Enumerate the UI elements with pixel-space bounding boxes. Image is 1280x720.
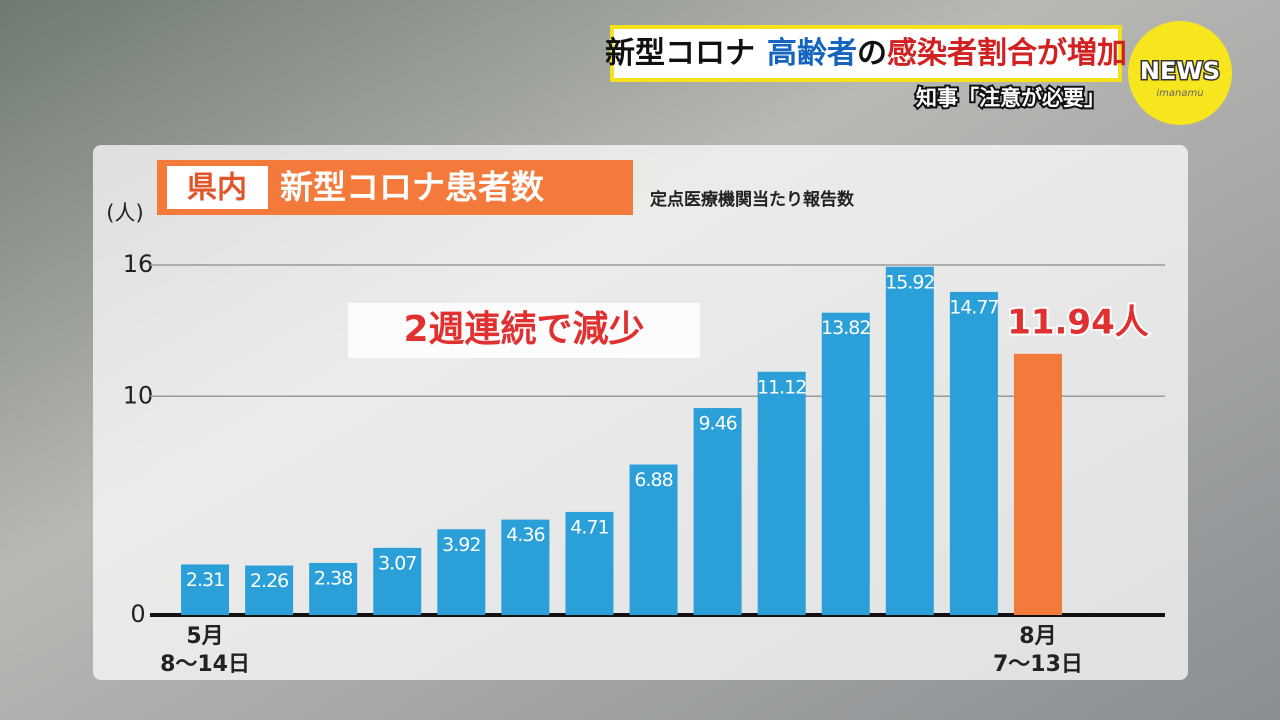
bar bbox=[949, 291, 998, 615]
subheadline: 知事「注意が必要」 bbox=[916, 86, 1105, 110]
y-tick-label: 16 bbox=[123, 250, 154, 278]
x-tick-label: 8月 7〜13日 bbox=[992, 624, 1083, 677]
value-label: 11.94人 bbox=[1007, 302, 1149, 342]
value-label: 9.46 bbox=[698, 413, 736, 435]
bar bbox=[565, 511, 614, 615]
headline-part: の bbox=[857, 36, 887, 71]
value-label: 13.82 bbox=[821, 317, 870, 339]
bar bbox=[821, 312, 870, 615]
value-label: 14.77 bbox=[949, 296, 998, 318]
logo: NEWS bbox=[1140, 57, 1220, 85]
value-label: 6.88 bbox=[634, 469, 672, 491]
y-tick-label: 10 bbox=[123, 381, 154, 409]
bar bbox=[181, 564, 230, 615]
bar bbox=[757, 371, 806, 615]
value-label: 3.07 bbox=[378, 552, 416, 574]
bar bbox=[245, 565, 294, 615]
logo-sub: imanamu bbox=[1156, 88, 1203, 99]
value-label: 2.26 bbox=[250, 570, 288, 592]
bar bbox=[373, 547, 422, 615]
title-badge: 県内 bbox=[187, 171, 247, 206]
value-label: 2.31 bbox=[186, 569, 224, 591]
bar bbox=[693, 408, 742, 615]
bar bbox=[437, 529, 486, 615]
headline: 新型コロナ 高齢者の感染者割合が増加 bbox=[605, 36, 1127, 71]
headline-box bbox=[610, 25, 1122, 82]
chart-title: 新型コロナ患者数 bbox=[280, 168, 545, 207]
title-badge-box bbox=[167, 166, 268, 209]
annotation: 2週連続で減少 bbox=[403, 309, 644, 350]
value-label: 2.38 bbox=[314, 567, 352, 589]
logo-circle bbox=[1128, 21, 1232, 125]
headline-part: 感染者割合が増加 bbox=[887, 36, 1127, 71]
y-tick-label: 0 bbox=[130, 600, 145, 628]
bar bbox=[309, 562, 358, 615]
value-label: 3.92 bbox=[442, 534, 480, 556]
value-label: 4.36 bbox=[506, 524, 544, 546]
x-tick-label: 5月 8〜14日 bbox=[160, 624, 250, 677]
headline-part: 高齢者 bbox=[767, 36, 857, 71]
bar bbox=[1013, 353, 1062, 615]
value-label: 11.12 bbox=[757, 376, 806, 398]
bar bbox=[629, 464, 678, 615]
bar bbox=[501, 519, 550, 615]
value-label: 4.71 bbox=[570, 516, 608, 538]
y-axis-label: (人) bbox=[106, 201, 143, 225]
annotation-box bbox=[348, 303, 700, 358]
chart-subtitle: 定点医療機関当たり報告数 bbox=[650, 189, 855, 210]
headline-part: 新型コロナ bbox=[605, 36, 755, 71]
bar bbox=[885, 266, 934, 615]
value-label: 15.92 bbox=[885, 271, 934, 293]
